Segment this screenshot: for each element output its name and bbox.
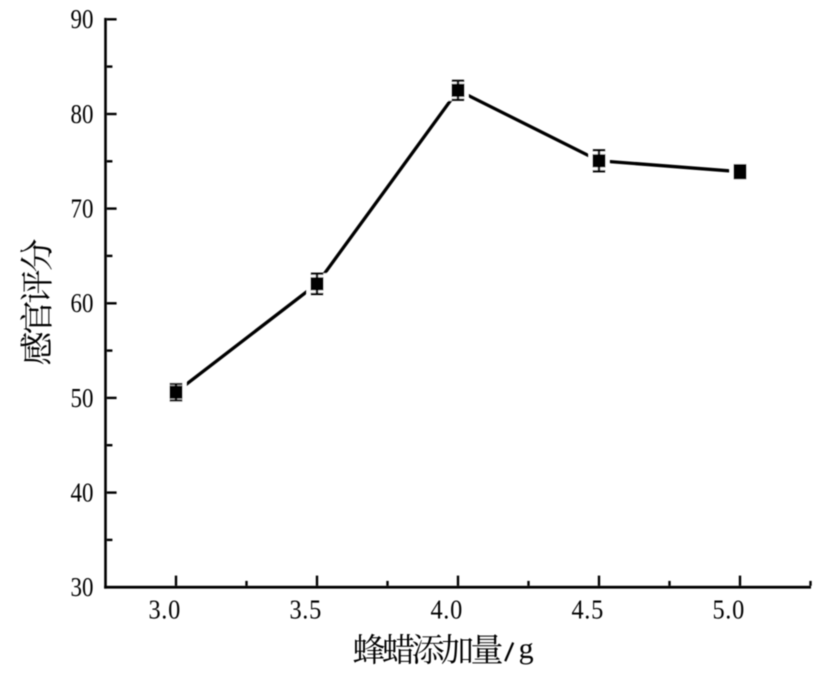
svg-text:70: 70 — [71, 195, 94, 224]
svg-text:5.0: 5.0 — [712, 594, 745, 624]
svg-text:90: 90 — [71, 6, 94, 35]
svg-text:3.0: 3.0 — [148, 594, 181, 624]
svg-text:4.0: 4.0 — [430, 594, 463, 624]
svg-text:3.5: 3.5 — [289, 594, 322, 624]
svg-text:g: g — [519, 632, 534, 665]
svg-text:80: 80 — [71, 100, 94, 129]
svg-text:30: 30 — [71, 573, 94, 602]
svg-text:60: 60 — [71, 290, 94, 319]
svg-text:50: 50 — [71, 384, 94, 413]
svg-text:4.5: 4.5 — [571, 594, 604, 624]
svg-text:40: 40 — [71, 479, 94, 508]
